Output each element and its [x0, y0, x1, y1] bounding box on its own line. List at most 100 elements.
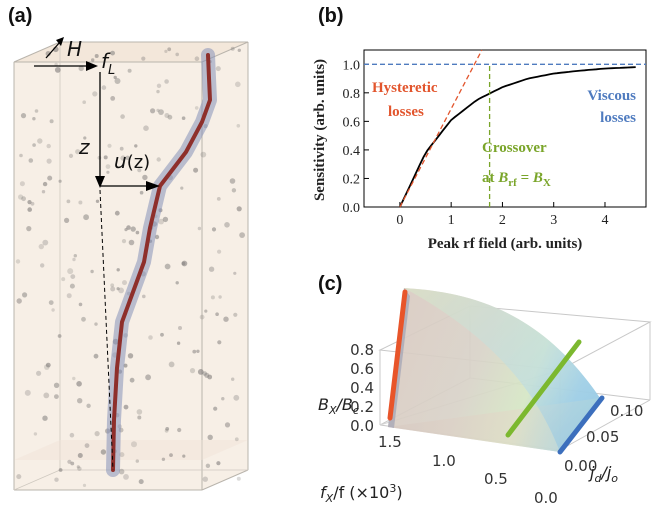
- pinning-particle: [78, 65, 84, 72]
- panel-a: (a): [8, 5, 249, 491]
- pinning-particle: [205, 463, 211, 468]
- pinning-particle: [137, 415, 142, 420]
- critical-field-surface: [388, 288, 600, 452]
- pinning-particle: [213, 406, 218, 411]
- x-tick-label: 4: [601, 213, 608, 228]
- pinning-particle: [164, 428, 169, 433]
- pinning-particle: [84, 443, 90, 448]
- pinning-particle: [120, 114, 125, 119]
- x-tick-label: 3: [550, 213, 557, 228]
- z-arrowhead: [95, 176, 105, 188]
- pinning-particle: [27, 200, 32, 205]
- pinning-particle: [64, 217, 70, 223]
- panel-a-label: (a): [8, 5, 32, 27]
- pinning-particle: [224, 222, 230, 228]
- pinning-particle: [127, 353, 134, 359]
- pinning-particle: [38, 243, 44, 250]
- chart-c-y-ticks: 0.10 0.05 0.00: [564, 402, 643, 475]
- chart-c-z-ticks: 0.8 0.6 0.4 0.2 0.0: [350, 341, 374, 435]
- pinning-particle: [54, 62, 58, 67]
- annotation-viscous: Viscous losses: [587, 88, 636, 126]
- pinning-particle: [202, 476, 208, 482]
- undisplaced-position-dashed: [99, 189, 114, 471]
- pinning-particle: [207, 374, 213, 380]
- pinning-particle: [94, 54, 99, 58]
- pinning-particle: [169, 453, 173, 457]
- pinning-particle: [40, 263, 45, 268]
- pinning-particle: [145, 374, 152, 381]
- annotation-crossover-line2: at Brf = BX: [482, 170, 551, 189]
- pinning-particle: [123, 474, 129, 480]
- pinning-particle: [233, 394, 240, 401]
- pinning-particle: [164, 113, 170, 118]
- pinning-particle: [27, 207, 32, 212]
- panel-b-label: (b): [318, 5, 344, 27]
- pinning-particle: [58, 179, 62, 183]
- pinning-particle: [177, 427, 182, 433]
- pinning-particle: [118, 468, 125, 475]
- pinning-particle: [158, 109, 164, 115]
- pinning-particle: [218, 295, 222, 299]
- pinning-particle: [34, 109, 39, 113]
- pinning-particle: [122, 280, 127, 286]
- h-field-arrowhead: [56, 37, 64, 46]
- pinning-particle: [199, 314, 205, 320]
- chart-b-ylabel: Sensitivity (arb. units): [312, 59, 328, 201]
- pinning-particle: [182, 454, 186, 458]
- pinning-particle: [135, 459, 139, 463]
- pinning-particle: [204, 372, 210, 378]
- pinning-particle: [81, 316, 86, 322]
- pinning-particle: [15, 259, 21, 264]
- x-tick-label: 0: [396, 213, 403, 228]
- h-field-symbol: H: [67, 37, 82, 61]
- pinning-particle: [61, 277, 66, 282]
- pinning-particle: [239, 232, 246, 239]
- panel-c-label: (c): [318, 273, 342, 295]
- pinning-particle: [216, 197, 221, 201]
- highlight-line-blue: [557, 395, 605, 455]
- y-tick-label: 0.05: [586, 428, 619, 446]
- pinning-particle: [136, 409, 143, 415]
- pinning-particle: [211, 227, 217, 232]
- pinning-particle: [36, 370, 42, 376]
- pinning-particle: [76, 465, 80, 469]
- pinning-particle: [193, 167, 199, 173]
- chart-b-ticks: 0 1 2 3 4 0.0 0.2 0.4 0.6 0.8 1.0: [343, 58, 609, 228]
- pinning-particle: [143, 125, 149, 131]
- pinning-particle: [175, 52, 179, 57]
- box-edge: [559, 399, 651, 451]
- z-tick-label: 0.8: [350, 341, 374, 359]
- pinning-particle: [230, 46, 235, 51]
- pinning-particle: [134, 144, 138, 148]
- highlight-line-red: [387, 289, 408, 421]
- pinning-particle: [91, 58, 95, 62]
- pinning-particle: [19, 153, 23, 158]
- pinning-particle: [86, 403, 91, 408]
- pinning-particle: [68, 153, 74, 158]
- pinning-particle: [95, 199, 100, 203]
- box-edge-back: [13, 469, 61, 491]
- pinning-particle: [135, 230, 140, 235]
- pinning-particle: [200, 151, 207, 158]
- lorentz-force-arrowhead: [86, 61, 98, 71]
- pinning-particle: [90, 269, 94, 274]
- pinning-particle: [156, 108, 160, 112]
- annotation-viscous-line2: losses: [600, 110, 636, 126]
- pinning-particle: [69, 432, 75, 438]
- pinning-particle: [138, 479, 144, 485]
- pinning-particle: [54, 394, 59, 399]
- pinning-particle: [137, 168, 142, 173]
- pinning-particle: [16, 474, 22, 480]
- pinning-particle: [210, 295, 215, 300]
- y-tick-label: 0.6: [343, 115, 361, 130]
- x-tick-label: 0.0: [534, 489, 558, 507]
- pinning-particle: [77, 453, 83, 458]
- box-edge: [201, 469, 249, 491]
- pinning-particle: [20, 113, 27, 119]
- pinning-particle: [70, 461, 75, 466]
- pinning-particle: [21, 196, 26, 202]
- pinning-particle: [100, 449, 107, 455]
- pinning-particle: [156, 89, 160, 94]
- pinning-particle: [77, 398, 83, 404]
- chart-c-y-title: jd/jo: [588, 463, 618, 485]
